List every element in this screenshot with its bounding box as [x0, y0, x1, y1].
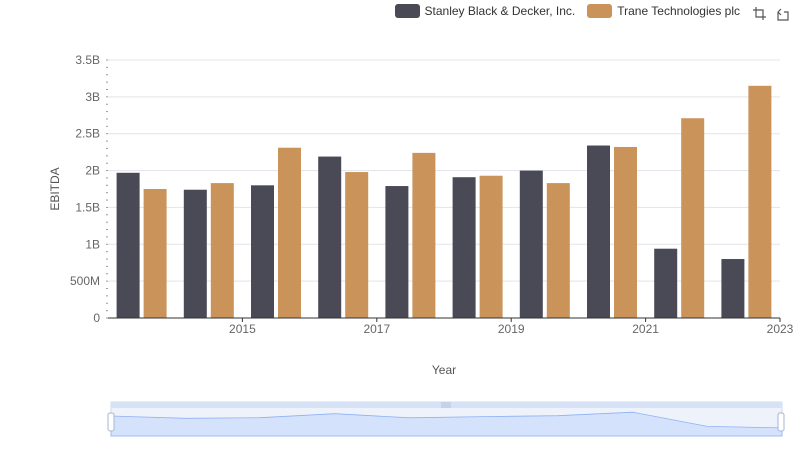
bar-stanley-2017[interactable] [318, 156, 342, 318]
y-minor-ticks [106, 59, 108, 319]
bar-stanley-2019[interactable] [452, 177, 476, 318]
datazoom-slider[interactable] [107, 401, 785, 437]
bar-trane-2022[interactable] [681, 118, 705, 318]
bar-trane-2023[interactable] [748, 85, 772, 318]
legend-item-stanley[interactable]: Stanley Black & Decker, Inc. [394, 4, 576, 18]
y-tick-labels: 0 500M 1B 1.5B 2B 2.5B 3B 3.5B [70, 53, 100, 325]
bar-trane-2016[interactable] [278, 147, 301, 318]
y-tick-label: 2.5B [75, 127, 100, 141]
x-tick-label: 2021 [632, 322, 659, 336]
datazoom-move-handle[interactable] [441, 402, 451, 408]
bar-stanley-2023[interactable] [721, 259, 745, 318]
x-tick-label: 2023 [767, 322, 794, 336]
y-tick-label: 500M [70, 274, 100, 288]
bar-stanley-2015[interactable] [183, 189, 207, 318]
x-tick-label: 2015 [229, 322, 256, 336]
bar-trane-2021[interactable] [614, 146, 637, 318]
x-tick-label: 2019 [498, 322, 525, 336]
legend: Stanley Black & Decker, Inc. Trane Techn… [394, 4, 740, 18]
bar-trane-2020[interactable] [546, 183, 570, 318]
legend-label-stanley: Stanley Black & Decker, Inc. [424, 4, 576, 18]
y-axis-title: EBITDA [48, 167, 62, 210]
legend-swatch-trane [587, 4, 613, 18]
bar-stanley-2021[interactable] [587, 145, 610, 318]
bar-trane-2017[interactable] [345, 172, 369, 318]
datazoom-handle-left[interactable] [107, 412, 115, 432]
y-tick-label: 3.5B [75, 53, 100, 67]
bar-stanley-2020[interactable] [519, 170, 543, 318]
y-tick-label: 3B [85, 90, 100, 104]
bars [116, 85, 772, 318]
bar-trane-2014[interactable] [143, 189, 167, 318]
bar-trane-2018[interactable] [412, 152, 436, 318]
legend-item-trane[interactable]: Trane Technologies plc [587, 4, 740, 18]
x-tick-labels: 2015 2017 2019 2021 2023 [229, 318, 794, 336]
y-tick-label: 1.5B [75, 200, 100, 214]
legend-swatch-stanley [394, 4, 420, 18]
x-axis-title: Year [432, 363, 456, 377]
grid [108, 59, 780, 282]
y-tick-label: 0 [93, 311, 100, 325]
restore-icon[interactable] [775, 6, 790, 21]
zoom-icon[interactable] [752, 6, 767, 21]
bar-trane-2015[interactable] [210, 183, 234, 318]
bar-stanley-2018[interactable] [385, 186, 409, 318]
bar-stanley-2022[interactable] [654, 248, 678, 318]
datazoom-handle-right[interactable] [777, 412, 785, 432]
legend-label-trane: Trane Technologies plc [617, 4, 740, 18]
x-tick-label: 2017 [363, 322, 390, 336]
bar-stanley-2014[interactable] [116, 172, 140, 318]
toolbox [752, 6, 790, 21]
bar-trane-2019[interactable] [479, 175, 503, 318]
y-tick-label: 2B [85, 164, 100, 178]
y-tick-label: 1B [85, 237, 100, 251]
bar-stanley-2016[interactable] [251, 185, 274, 318]
